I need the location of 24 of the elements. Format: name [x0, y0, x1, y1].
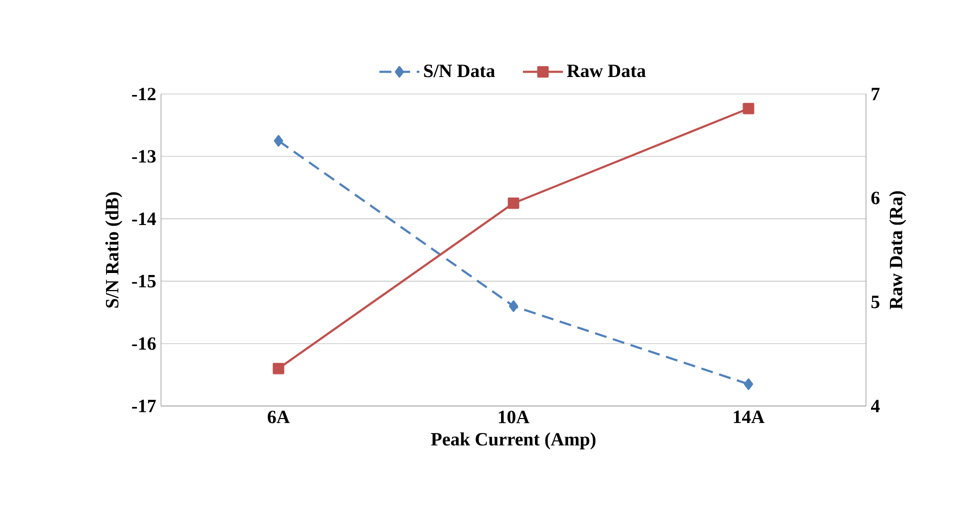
legend-label: S/N Data	[424, 64, 495, 78]
x-axis-title: Peak Current (Amp)	[431, 432, 596, 450]
point	[742, 102, 754, 114]
y-tick-label: -13	[132, 150, 156, 163]
point	[508, 197, 520, 209]
x-tick-label: 10A	[498, 410, 530, 424]
y-axis-title: S/N Ratio (dB)	[105, 192, 122, 308]
y-tick-label: -16	[132, 337, 156, 350]
y-tick-label: -12	[132, 88, 156, 100]
point	[508, 300, 518, 312]
y-tick-label: -17	[132, 400, 156, 412]
point	[272, 362, 284, 374]
point	[744, 378, 754, 390]
x-tick-label: 6A	[268, 410, 290, 424]
x-tick-label: 14A	[734, 410, 764, 424]
y2-tick-label: 6	[871, 192, 880, 204]
y-tick-label: -15	[132, 274, 156, 288]
y-tick-label: -14	[132, 212, 156, 225]
point	[274, 135, 284, 147]
legend-label: Raw Data	[566, 64, 646, 78]
y2-tick-label: 4	[870, 400, 880, 412]
y2-tick-label: 5	[871, 296, 880, 308]
y2-axis-title: Raw Data (Ra)	[889, 191, 906, 310]
y2-tick-label: 7	[872, 88, 880, 100]
